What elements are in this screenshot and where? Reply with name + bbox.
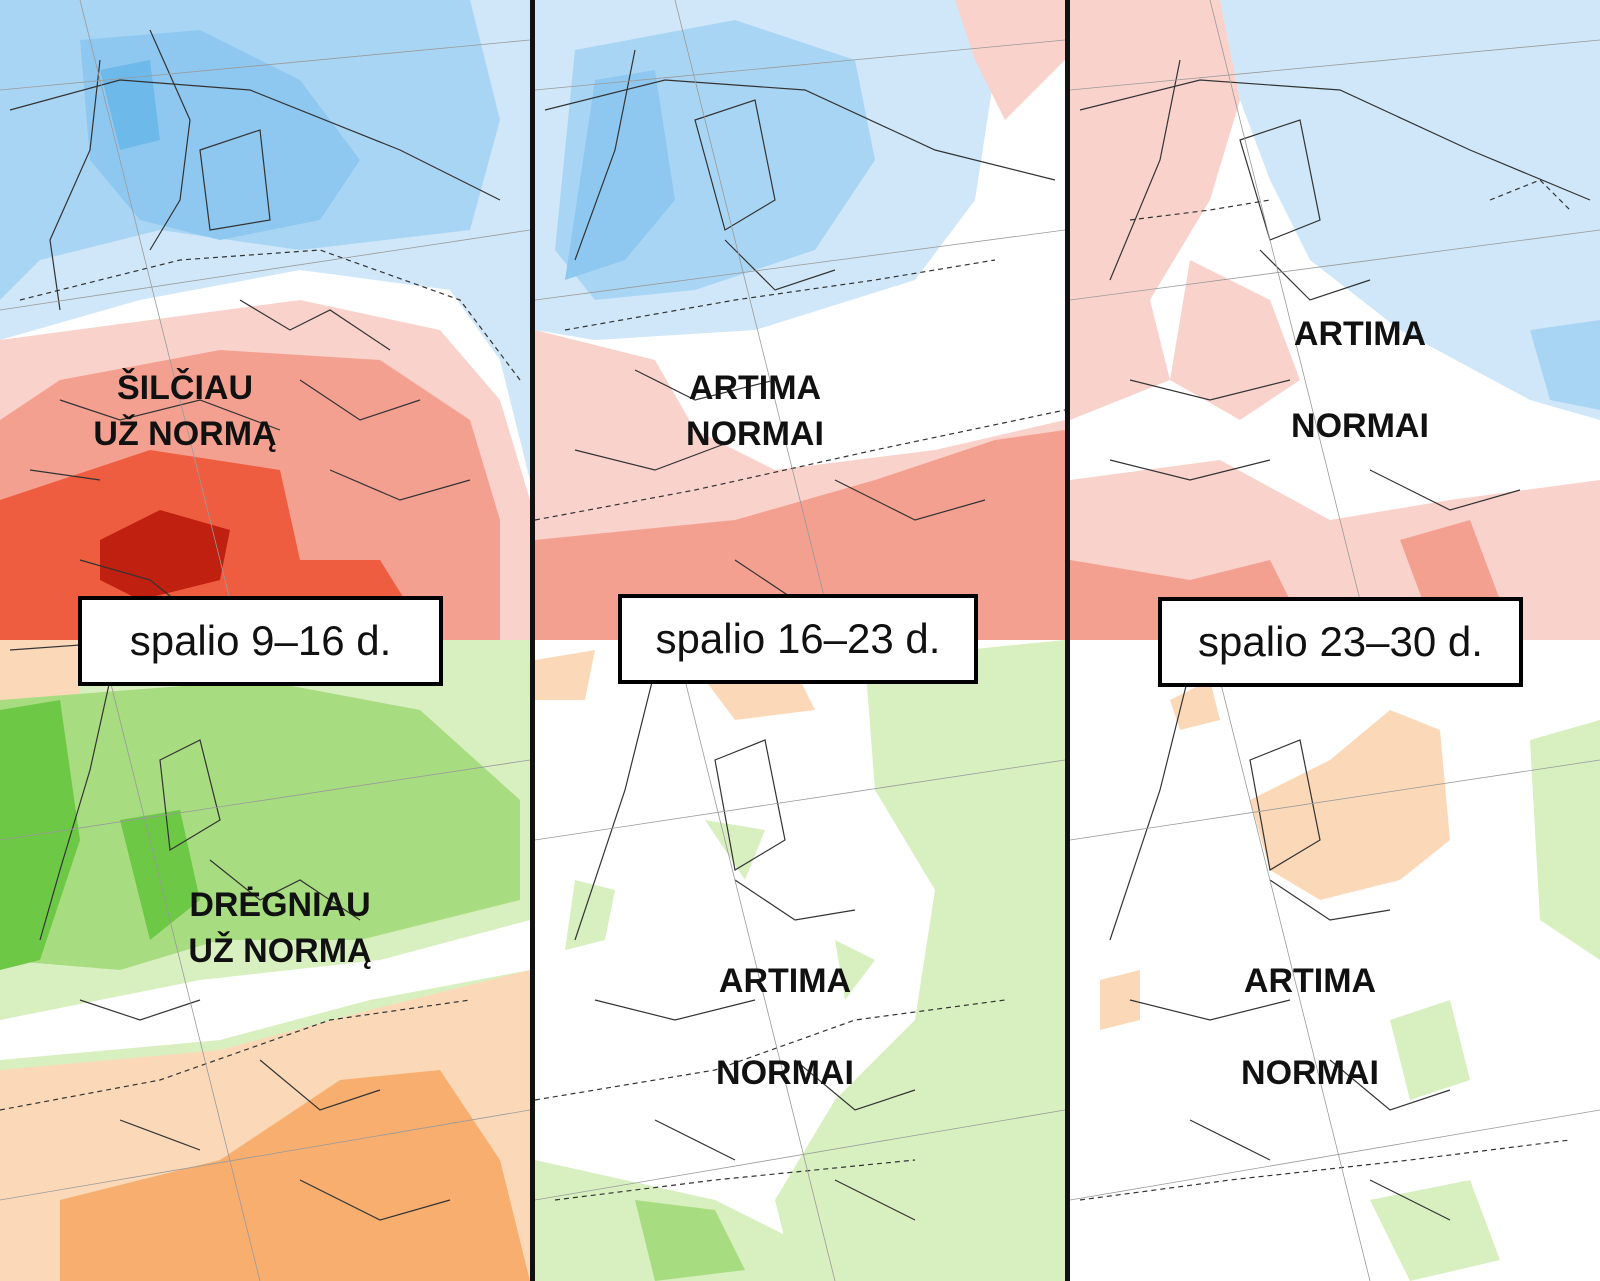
period-column-1: ŠILČIAU UŽ NORMĄ DRĖGNIAU UŽ NORMĄ spali… bbox=[0, 0, 530, 1281]
precipitation-anomaly-map bbox=[535, 640, 1065, 1281]
precipitation-map-2 bbox=[535, 640, 1065, 1281]
temperature-annotation-2: ARTIMA NORMAI bbox=[635, 365, 875, 457]
precipitation-annotation-3: ARTIMA NORMAI bbox=[1190, 935, 1430, 1119]
annotation-line-2: UŽ NORMĄ bbox=[188, 932, 372, 970]
annotation-line-2: NORMAI bbox=[1241, 1054, 1379, 1092]
annotation-line-1: DRĖGNIAU bbox=[189, 886, 371, 924]
period-label-1: spalio 9–16 d. bbox=[78, 596, 443, 686]
precipitation-map-1 bbox=[0, 640, 530, 1281]
precipitation-annotation-1: DRĖGNIAU UŽ NORMĄ bbox=[150, 882, 410, 974]
annotation-line-1: ARTIMA bbox=[1243, 962, 1377, 1000]
temperature-map-1 bbox=[0, 0, 530, 640]
period-label-2: spalio 16–23 d. bbox=[618, 594, 978, 684]
annotation-line-2: UŽ NORMĄ bbox=[93, 415, 277, 453]
precipitation-annotation-2: ARTIMA NORMAI bbox=[660, 935, 910, 1119]
temperature-anomaly-map bbox=[535, 0, 1065, 640]
annotation-line-2: NORMAI bbox=[716, 1054, 854, 1092]
period-label-3: spalio 23–30 d. bbox=[1158, 597, 1523, 687]
temperature-anomaly-map bbox=[0, 0, 530, 640]
period-column-2: ARTIMA NORMAI ARTIMA NORMAI spalio 16–23… bbox=[535, 0, 1065, 1281]
annotation-line-1: ŠILČIAU bbox=[117, 369, 253, 407]
annotation-line-1: ARTIMA bbox=[718, 962, 852, 1000]
precipitation-anomaly-map bbox=[1070, 640, 1600, 1281]
temperature-anomaly-map bbox=[1070, 0, 1600, 640]
annotation-line-2: NORMAI bbox=[1291, 407, 1429, 445]
column-divider bbox=[1065, 0, 1070, 1281]
temperature-map-3 bbox=[1070, 0, 1600, 640]
temperature-annotation-1: ŠILČIAU UŽ NORMĄ bbox=[60, 365, 310, 457]
annotation-line-1: ARTIMA bbox=[688, 369, 822, 407]
temperature-annotation-3: ARTIMA NORMAI bbox=[1230, 288, 1490, 472]
column-divider bbox=[530, 0, 535, 1281]
precipitation-map-3 bbox=[1070, 640, 1600, 1281]
annotation-line-1: ARTIMA bbox=[1293, 315, 1427, 353]
precipitation-anomaly-map bbox=[0, 640, 530, 1281]
annotation-line-2: NORMAI bbox=[686, 415, 824, 453]
temperature-map-2 bbox=[535, 0, 1065, 640]
period-column-3: ARTIMA NORMAI ARTIMA NORMAI spalio 23–30… bbox=[1070, 0, 1600, 1281]
